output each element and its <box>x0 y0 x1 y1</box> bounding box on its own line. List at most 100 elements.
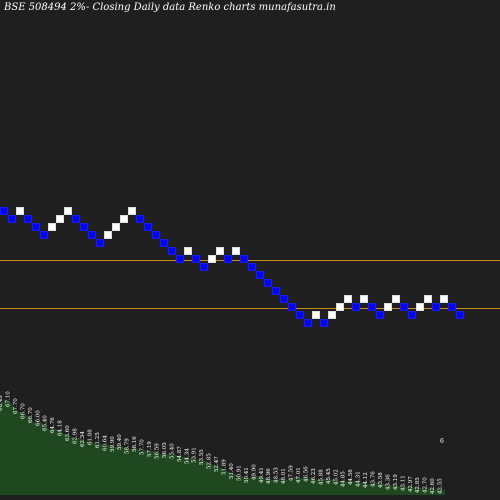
price-label: 45.88 <box>318 469 324 485</box>
volume-fill <box>0 400 445 495</box>
price-label: 66.70 <box>28 407 34 423</box>
renko-brick-down <box>40 231 48 239</box>
price-label: 52.47 <box>214 456 220 472</box>
price-label: 62.34 <box>80 431 86 447</box>
renko-brick-down <box>176 255 184 263</box>
renko-brick-up <box>184 247 192 255</box>
price-label: 44.31 <box>356 471 362 487</box>
price-label: 44.12 <box>363 472 369 488</box>
renko-brick-down <box>376 311 384 319</box>
renko-brick-up <box>56 215 64 223</box>
price-label: 42.85 <box>415 477 421 493</box>
price-label: 42.97 <box>408 476 414 492</box>
price-label: 47.01 <box>296 467 302 483</box>
renko-brick-up <box>384 303 392 311</box>
price-label: 59.40 <box>117 434 123 450</box>
renko-brick-down <box>432 303 440 311</box>
price-label: 57.70 <box>140 439 146 455</box>
renko-brick-up <box>128 207 136 215</box>
price-label: 66.00 <box>35 410 41 426</box>
renko-brick-down <box>264 279 272 287</box>
renko-brick-down <box>224 255 232 263</box>
renko-brick-down <box>280 295 288 303</box>
price-label: 45.02 <box>333 469 339 485</box>
renko-brick-up <box>216 247 224 255</box>
renko-brick-down <box>200 263 208 271</box>
renko-brick-up <box>104 231 112 239</box>
renko-brick-up <box>312 311 320 319</box>
price-labels: 68.49 67.10 67.70 66.70 66.70 66.00 65.40 64.76… <box>0 391 444 494</box>
renko-brick-up <box>344 295 352 303</box>
renko-brick-down <box>32 223 40 231</box>
price-label: 58.16 <box>132 436 138 452</box>
price-label: 43.11 <box>400 475 406 491</box>
renko-brick-down <box>192 255 200 263</box>
price-label: 44.85 <box>341 471 347 487</box>
price-label: 59.90 <box>110 436 116 452</box>
price-label: 53.55 <box>199 449 205 465</box>
renko-brick-down <box>80 223 88 231</box>
renko-brick-down <box>144 223 152 231</box>
renko-brick-up <box>424 295 432 303</box>
price-label: 49.41 <box>259 467 265 483</box>
renko-brick-down <box>8 215 16 223</box>
renko-brick-down <box>24 215 32 223</box>
renko-brick-up <box>232 247 240 255</box>
chart-title: BSE 508494 2%- Closing Daily data Renko … <box>4 2 336 13</box>
price-label: 68.49 <box>0 395 4 411</box>
price-label: 48.96 <box>266 468 272 484</box>
price-label: 42.55 <box>438 478 444 494</box>
renko-brick-up <box>392 295 400 303</box>
price-label: 54.87 <box>177 446 183 462</box>
price-label: 57.19 <box>147 441 153 457</box>
price-label: 43.36 <box>385 474 391 490</box>
renko-brick-down <box>320 319 328 327</box>
price-label: 60.64 <box>102 435 108 451</box>
price-label: 43.76 <box>371 471 377 487</box>
price-label: 48.53 <box>274 467 280 483</box>
volume-area <box>0 399 446 495</box>
renko-brick-up <box>48 223 56 231</box>
price-label: 44.58 <box>348 469 354 485</box>
price-label: 47.59 <box>289 465 295 481</box>
renko-brick-down <box>408 311 416 319</box>
renko-brick-down <box>160 239 168 247</box>
price-label: 43.58 <box>378 472 384 488</box>
price-label: 51.40 <box>229 463 235 479</box>
price-label: 64.18 <box>58 420 64 436</box>
price-label: 54.34 <box>184 448 190 464</box>
price-label: 43.19 <box>393 474 399 490</box>
renko-brick-down <box>352 303 360 311</box>
price-label: 42.60 <box>430 478 436 494</box>
renko-brick-down <box>304 319 312 327</box>
renko-brick-down <box>288 303 296 311</box>
price-label: 56.59 <box>154 443 160 459</box>
price-label: 49.90 <box>251 464 257 480</box>
price-label: 42.70 <box>423 477 429 493</box>
renko-brick-down <box>152 231 160 239</box>
renko-brick-up <box>328 311 336 319</box>
renko-brick-down <box>96 239 104 247</box>
price-label: 46.56 <box>303 466 309 482</box>
renko-brick-up <box>120 215 128 223</box>
renko-brick-down <box>368 303 376 311</box>
price-label: 52.85 <box>207 453 213 469</box>
price-label: 48.01 <box>281 468 287 484</box>
end-label: 6 <box>440 438 444 445</box>
volume-top-line <box>0 399 446 492</box>
price-label: 45.45 <box>326 468 332 484</box>
price-label: 55.40 <box>169 443 175 459</box>
renko-brick-down <box>168 247 176 255</box>
renko-brick-down <box>136 215 144 223</box>
renko-brick-up <box>112 223 120 231</box>
renko-brick-down <box>272 287 280 295</box>
price-label: 50.91 <box>236 465 242 481</box>
renko-brick-down <box>456 311 464 319</box>
renko-brick-up <box>336 303 344 311</box>
renko-brick-down <box>448 303 456 311</box>
price-label: 53.91 <box>192 447 198 463</box>
price-label: 64.76 <box>50 417 56 433</box>
renko-brick-down <box>88 231 96 239</box>
renko-bricks <box>0 207 464 327</box>
renko-brick-up <box>16 207 24 215</box>
